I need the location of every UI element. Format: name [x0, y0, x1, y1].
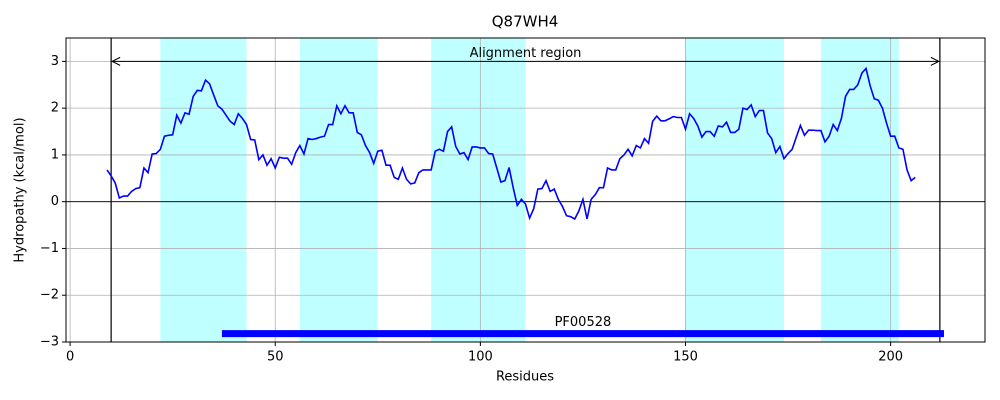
shaded-region [160, 38, 247, 342]
y-tick-label: 3 [51, 54, 59, 69]
annotation-label: Alignment region [470, 46, 582, 61]
x-tick-label: 200 [878, 350, 903, 365]
chart-title: Q87WH4 [492, 13, 559, 31]
x-axis-label: Residues [496, 370, 554, 385]
shaded-region [431, 38, 526, 342]
domain-label: PF00528 [555, 315, 612, 330]
plot-frame [65, 37, 986, 343]
arrow-head [111, 56, 121, 66]
y-axis-label: Hydropathy (kcal/mol) [13, 117, 28, 262]
x-tick-label: 50 [267, 350, 284, 365]
y-tick-label: 0 [51, 194, 59, 209]
y-tick-label: −1 [40, 241, 59, 256]
shaded-region [299, 38, 378, 342]
y-tick-label: −3 [40, 335, 59, 350]
hydropathy-line [106, 66, 916, 221]
y-tick-label: 2 [51, 101, 59, 116]
shaded-region [685, 38, 784, 342]
x-tick-label: 100 [468, 350, 493, 365]
arrow-head [930, 56, 940, 66]
y-tick-label: 1 [51, 147, 59, 162]
y-tick-label: −2 [40, 288, 59, 303]
x-tick-label: 150 [673, 350, 698, 365]
x-tick-label: 0 [66, 350, 74, 365]
shaded-region [820, 38, 899, 342]
